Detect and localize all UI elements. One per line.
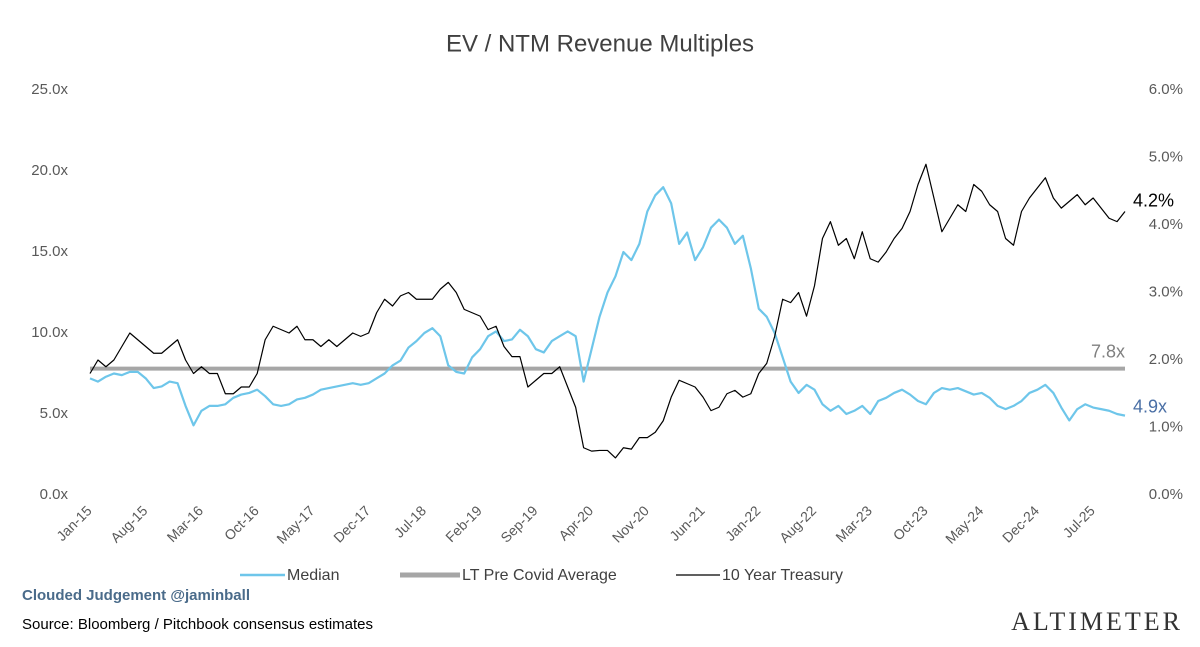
y2-tick-label: 1.0% — [1149, 418, 1183, 435]
y2-tick-label: 3.0% — [1149, 283, 1183, 300]
legend-label: 10 Year Treasury — [722, 567, 843, 584]
legend-label: Median — [287, 567, 339, 584]
reference-label: 7.8x — [1091, 341, 1125, 361]
y-tick-label: 25.0x — [31, 81, 68, 98]
y2-tick-label: 2.0% — [1149, 351, 1183, 368]
y-tick-label: 5.0x — [40, 405, 69, 422]
source-note: Source: Bloomberg / Pitchbook consensus … — [22, 616, 373, 633]
y2-tick-label: 0.0% — [1149, 486, 1183, 503]
end-label: 4.2% — [1133, 190, 1174, 210]
y2-tick-label: 6.0% — [1149, 81, 1183, 98]
y-tick-label: 20.0x — [31, 162, 68, 179]
series-line — [89, 186, 1126, 427]
logo: ALTIMETER — [1011, 607, 1183, 636]
legend-label: LT Pre Covid Average — [462, 567, 617, 584]
series-line — [89, 163, 1126, 459]
chart-title: EV / NTM Revenue Multiples — [446, 30, 754, 57]
y2-tick-label: 5.0% — [1149, 148, 1183, 165]
y2-tick-label: 4.0% — [1149, 216, 1183, 233]
end-label: 4.9x — [1133, 396, 1167, 416]
y-tick-label: 0.0x — [40, 486, 69, 503]
y-tick-label: 10.0x — [31, 324, 68, 341]
watermark: Clouded Judgement @jaminball — [22, 587, 250, 604]
y-tick-label: 15.0x — [31, 243, 68, 260]
